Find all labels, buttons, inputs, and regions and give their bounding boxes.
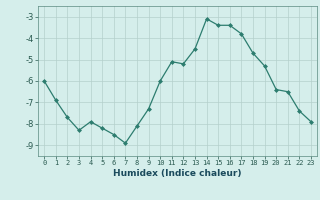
X-axis label: Humidex (Indice chaleur): Humidex (Indice chaleur) [113, 169, 242, 178]
